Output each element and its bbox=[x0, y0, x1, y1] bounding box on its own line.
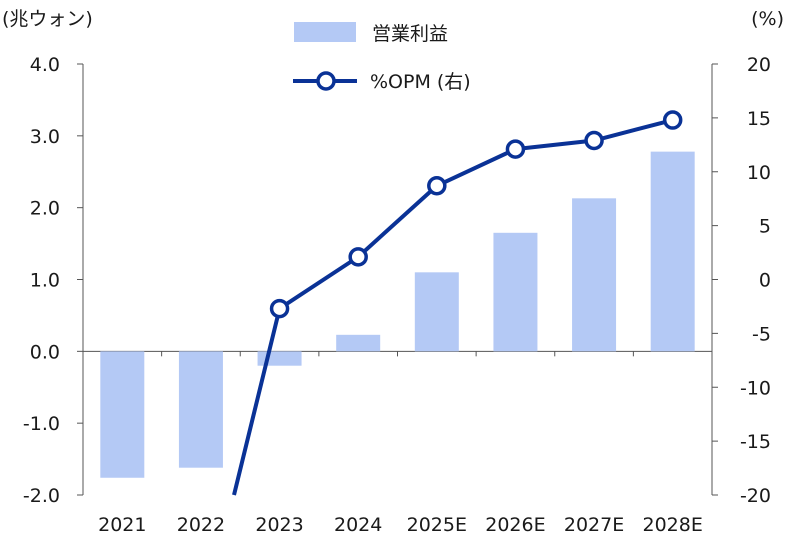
left-tick-label: 1.0 bbox=[30, 270, 60, 292]
left-tick-label: -2.0 bbox=[23, 485, 60, 507]
left-tick-label: 4.0 bbox=[30, 54, 60, 76]
legend-line-marker bbox=[316, 71, 336, 91]
left-tick-label: 0.0 bbox=[30, 341, 60, 363]
opm-point bbox=[427, 176, 447, 196]
right-tick-label: -10 bbox=[740, 377, 771, 399]
legend-bar-label: 営業利益 bbox=[372, 23, 448, 45]
bar bbox=[414, 272, 459, 352]
x-tick-label: 2026E bbox=[485, 514, 545, 536]
right-axis-unit-label: (%) bbox=[751, 8, 784, 30]
right-tick-label: -20 bbox=[740, 485, 771, 507]
x-tick-label: 2023 bbox=[255, 514, 303, 536]
opm-point bbox=[348, 247, 368, 267]
bar bbox=[572, 198, 617, 352]
opm-point bbox=[662, 110, 683, 130]
opm-point bbox=[269, 298, 290, 319]
bar bbox=[100, 351, 145, 478]
x-tick-label: 2021 bbox=[98, 514, 146, 536]
opm-point bbox=[505, 139, 526, 159]
bar bbox=[336, 334, 381, 352]
right-tick-label: 5 bbox=[759, 216, 771, 238]
x-tick-label: 2028E bbox=[643, 514, 703, 536]
opm-point bbox=[584, 130, 604, 151]
left-tick-label: 2.0 bbox=[30, 198, 60, 220]
bar bbox=[493, 232, 538, 352]
line-series bbox=[232, 110, 683, 496]
legend-line-label: %OPM (右) bbox=[370, 71, 471, 93]
right-tick-label: 15 bbox=[747, 108, 771, 130]
bar bbox=[650, 151, 695, 352]
legend-bar-swatch bbox=[294, 22, 356, 42]
x-tick-label: 2027E bbox=[564, 514, 624, 536]
right-tick-label: 10 bbox=[747, 162, 771, 184]
left-tick-label: 3.0 bbox=[30, 126, 60, 148]
x-tick-label: 2025E bbox=[407, 514, 467, 536]
right-tick-label: 0 bbox=[759, 270, 771, 292]
legend: 営業利益 %OPM (右) bbox=[293, 22, 471, 93]
bar bbox=[178, 351, 223, 468]
right-tick-label: 20 bbox=[747, 54, 771, 76]
axes bbox=[77, 63, 718, 496]
left-tick-label: -1.0 bbox=[23, 413, 60, 435]
right-tick-label: -5 bbox=[752, 323, 771, 345]
axis-labels: 4.0 3.0 2.0 1.0 0.0 -1.0 -2.0 20 15 10 5 0 -5 -10 -15 -… bbox=[2, 8, 784, 536]
x-tick-label: 2022 bbox=[177, 514, 225, 536]
left-axis-unit-label: (兆ウォン) bbox=[2, 8, 93, 30]
x-tick-label: 2024 bbox=[334, 514, 382, 536]
right-tick-label: -15 bbox=[740, 431, 771, 453]
bar-series bbox=[100, 151, 695, 478]
